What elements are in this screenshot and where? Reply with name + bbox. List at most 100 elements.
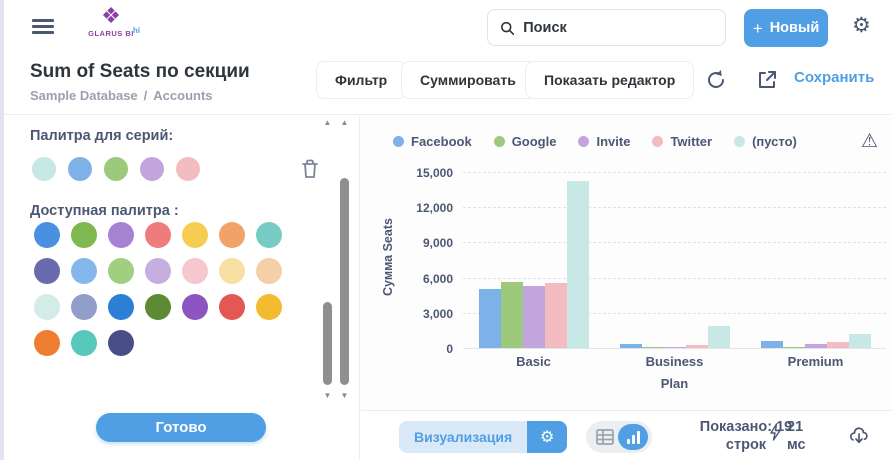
- filter-button[interactable]: Фильтр: [316, 61, 407, 99]
- bar-facebook-basic[interactable]: [478, 289, 501, 348]
- palette-color-swatch[interactable]: [145, 222, 171, 248]
- done-button[interactable]: Готово: [96, 413, 266, 442]
- chart-view-icon[interactable]: [618, 424, 648, 450]
- chart-panel: Facebook Google Invite Twitter (пусто) ⚠ Сум…: [361, 116, 892, 410]
- bar-twitter-business[interactable]: [685, 344, 708, 348]
- scroll-up-icon[interactable]: ▲: [340, 118, 349, 127]
- glarus-logo[interactable]: ❖ hi GLARUS BI: [80, 3, 142, 39]
- palette-color-swatch[interactable]: [219, 222, 245, 248]
- palette-color-swatch[interactable]: [256, 294, 282, 320]
- available-palette-label: Доступная палитра :: [30, 203, 179, 219]
- chart-settings-sidebar: Палитра для серий: Доступная палитра : Г…: [4, 116, 360, 460]
- palette-color-swatch[interactable]: [182, 222, 208, 248]
- palette-color-swatch[interactable]: [219, 294, 245, 320]
- search-input[interactable]: [523, 19, 713, 36]
- scrollbar-thumb[interactable]: [323, 302, 332, 385]
- available-palette-grid: [34, 222, 296, 356]
- gridline: [463, 277, 886, 279]
- palette-color-swatch[interactable]: [108, 258, 134, 284]
- palette-color-swatch[interactable]: [34, 258, 60, 284]
- bar-twitter-premium[interactable]: [826, 341, 849, 348]
- table-chart-toggle[interactable]: [586, 421, 652, 453]
- download-icon[interactable]: [848, 424, 870, 446]
- x-axis-label: Plan: [660, 376, 689, 391]
- series-color-swatch[interactable]: [32, 157, 56, 181]
- palette-color-swatch[interactable]: [71, 222, 97, 248]
- palette-color-swatch[interactable]: [108, 330, 134, 356]
- palette-color-swatch[interactable]: [219, 258, 245, 284]
- scrollbar-thumb[interactable]: [340, 178, 349, 385]
- palette-color-swatch[interactable]: [34, 222, 60, 248]
- query-time-unit: мс: [787, 437, 806, 453]
- palette-color-swatch[interactable]: [71, 330, 97, 356]
- table-view-icon[interactable]: [596, 428, 614, 446]
- palette-color-swatch[interactable]: [145, 294, 171, 320]
- bar-google-basic[interactable]: [500, 282, 523, 348]
- save-button[interactable]: Сохранить: [794, 69, 875, 86]
- bar-пусто-basic[interactable]: [566, 181, 589, 348]
- series-color-swatch[interactable]: [176, 157, 200, 181]
- refresh-icon[interactable]: [705, 69, 727, 91]
- palette-color-swatch[interactable]: [34, 294, 60, 320]
- bar-пусто-business[interactable]: [707, 325, 730, 348]
- legend-item[interactable]: Invite: [578, 134, 630, 149]
- hamburger-menu-icon[interactable]: [32, 19, 54, 35]
- show-editor-button[interactable]: Показать редактор: [525, 61, 695, 99]
- search-box[interactable]: [487, 9, 726, 46]
- page-edge-strip: [0, 0, 4, 460]
- bar-facebook-premium[interactable]: [760, 340, 783, 348]
- bar-facebook-business[interactable]: [619, 343, 642, 348]
- legend-item[interactable]: (пусто): [734, 134, 797, 149]
- series-color-swatch[interactable]: [104, 157, 128, 181]
- palette-color-swatch[interactable]: [71, 294, 97, 320]
- breadcrumb-database[interactable]: Sample Database: [30, 88, 138, 103]
- logo-diamond-icon: ❖: [101, 3, 121, 28]
- new-button[interactable]: + Новый: [744, 9, 828, 47]
- query-time-value: 21: [787, 419, 804, 435]
- visualization-button[interactable]: Визуализация ⚙: [399, 421, 568, 453]
- bar-google-business[interactable]: [641, 346, 664, 348]
- summarize-button[interactable]: Суммировать: [401, 61, 535, 99]
- legend-item[interactable]: Facebook: [393, 134, 472, 149]
- series-color-swatch[interactable]: [140, 157, 164, 181]
- series-color-swatch[interactable]: [68, 157, 92, 181]
- scroll-down-icon[interactable]: ▼: [323, 391, 332, 400]
- settings-gear-icon[interactable]: ⚙: [852, 14, 871, 37]
- legend-dot: [393, 136, 404, 147]
- rows-shown-label: Показано: 19 строк: [699, 419, 793, 453]
- breadcrumb-table[interactable]: Accounts: [153, 88, 213, 103]
- y-tick-label: 6,000: [422, 271, 453, 286]
- scrollbar-inner[interactable]: ▲ ▼: [321, 118, 334, 401]
- palette-color-swatch[interactable]: [34, 330, 60, 356]
- bar-group-basic: [478, 181, 589, 348]
- bar-invite-basic[interactable]: [522, 285, 545, 348]
- palette-color-swatch[interactable]: [256, 222, 282, 248]
- x-tick-label: Premium: [787, 354, 844, 369]
- visualization-label[interactable]: Визуализация: [399, 421, 528, 453]
- palette-color-swatch[interactable]: [71, 258, 97, 284]
- bar-google-premium[interactable]: [782, 346, 805, 348]
- legend-item[interactable]: Twitter: [652, 134, 712, 149]
- share-icon[interactable]: [756, 69, 778, 91]
- scrollbar-outer[interactable]: ▲ ▼: [338, 118, 351, 401]
- bar-twitter-basic[interactable]: [544, 283, 567, 348]
- query-time: 21 мс: [769, 418, 806, 454]
- palette-color-swatch[interactable]: [182, 258, 208, 284]
- bar-пусто-premium[interactable]: [848, 333, 871, 348]
- trash-icon[interactable]: [300, 158, 320, 180]
- bar-invite-premium[interactable]: [804, 343, 827, 348]
- legend-item[interactable]: Google: [493, 134, 556, 149]
- palette-color-swatch[interactable]: [145, 258, 171, 284]
- palette-color-swatch[interactable]: [108, 222, 134, 248]
- palette-color-swatch[interactable]: [256, 258, 282, 284]
- visualization-settings-gear-icon[interactable]: ⚙: [527, 421, 568, 453]
- palette-color-swatch[interactable]: [108, 294, 134, 320]
- scroll-up-icon[interactable]: ▲: [323, 118, 332, 127]
- legend-dot: [734, 136, 746, 147]
- scroll-down-icon[interactable]: ▼: [340, 391, 349, 400]
- palette-color-swatch[interactable]: [182, 294, 208, 320]
- warning-icon[interactable]: ⚠: [860, 131, 878, 152]
- bar-invite-business[interactable]: [663, 346, 686, 348]
- y-tick-label: 9,000: [422, 236, 453, 251]
- breadcrumb[interactable]: Sample Database / Accounts: [30, 88, 213, 103]
